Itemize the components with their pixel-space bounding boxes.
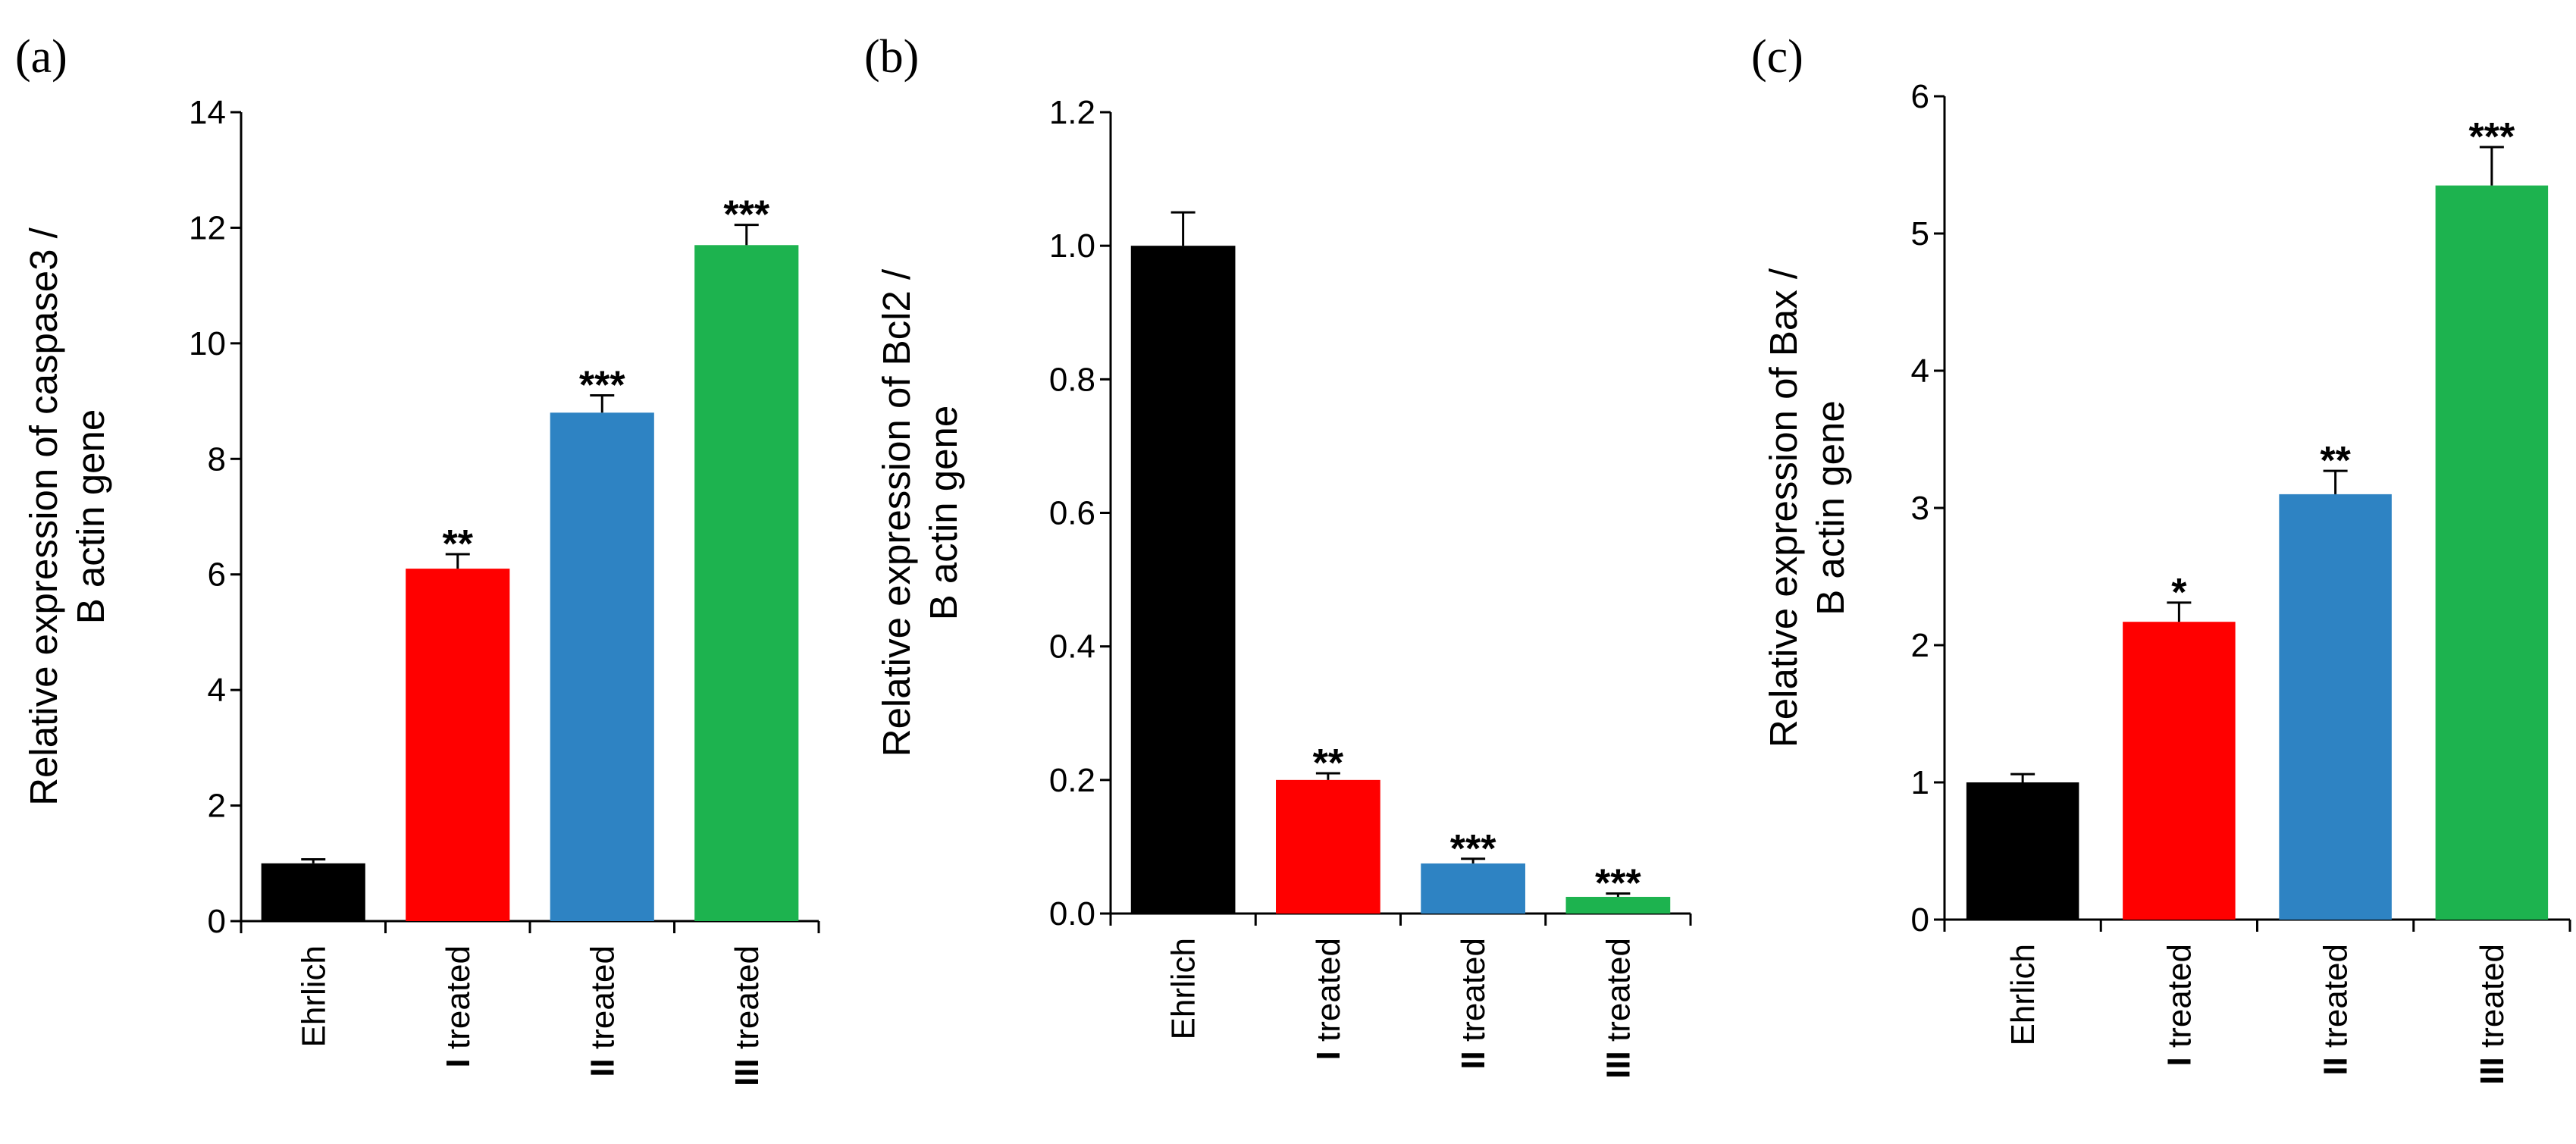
category-label: III treated xyxy=(2474,944,2511,1085)
category-label-text: treated xyxy=(1600,938,1637,1051)
category-label-text: treated xyxy=(1455,938,1492,1051)
category-label-roman: I xyxy=(440,1058,477,1067)
category-label: Ehrlich xyxy=(1165,938,1202,1040)
y-tick-label: 0.6 xyxy=(1049,495,1095,532)
chart-panel-1: (a) Relative expression of caspase3 /B ac… xyxy=(15,31,820,1086)
bar xyxy=(261,863,365,921)
category-label: II treated xyxy=(2317,944,2355,1076)
category-label: II treated xyxy=(584,945,621,1077)
category-label: Ehrlich xyxy=(295,945,332,1048)
category-label-roman: I xyxy=(1310,1051,1347,1060)
y-tick-label: 0.8 xyxy=(1049,361,1095,398)
bar xyxy=(2279,494,2392,920)
y-tick-label: 1.2 xyxy=(1049,94,1095,131)
category-label-roman: II xyxy=(584,1058,621,1077)
y-axis-title-line-2: B actin gene xyxy=(69,409,112,625)
y-tick-label: 4 xyxy=(1911,353,1929,390)
y-axis-title-line-1: Relative expression of Bcl2 / xyxy=(875,268,918,757)
category-label-text: treated xyxy=(2474,944,2511,1057)
category-label-roman: III xyxy=(2474,1057,2511,1085)
bar xyxy=(2435,185,2549,920)
y-tick-label: 2 xyxy=(208,788,226,825)
category-label: I treated xyxy=(440,945,477,1067)
category-label-text: treated xyxy=(1310,938,1347,1051)
y-tick-label: 6 xyxy=(1911,78,1929,115)
y-tick-label: 3 xyxy=(1911,490,1929,527)
y-tick-label: 0 xyxy=(1911,901,1929,939)
category-label-text: treated xyxy=(440,945,477,1058)
y-tick-label: 12 xyxy=(189,209,226,246)
significance-label: ** xyxy=(2320,439,2351,483)
bar xyxy=(406,569,510,921)
significance-label: ** xyxy=(1313,741,1344,785)
significance-label: *** xyxy=(1450,827,1496,871)
category-label: II treated xyxy=(1455,938,1492,1070)
significance-label: *** xyxy=(2469,115,2515,159)
chart-panel-3: (c) Relative expression of Bax / B actin g… xyxy=(1751,31,2571,1085)
category-label-text: Ehrlich xyxy=(295,945,332,1048)
y-tick-label: 1.0 xyxy=(1049,227,1095,265)
bar xyxy=(1565,896,1671,914)
y-axis-title-line-2: B actin gene xyxy=(922,406,965,621)
significance-label: *** xyxy=(1595,862,1641,906)
category-label: I treated xyxy=(2161,944,2198,1066)
y-tick-label: 0.4 xyxy=(1049,628,1095,666)
y-tick-label: 0 xyxy=(208,903,226,940)
category-label-text: Ehrlich xyxy=(1165,938,1202,1040)
category-label-roman: I xyxy=(2161,1057,2198,1066)
significance-label: *** xyxy=(579,363,625,407)
panel-label: (a) xyxy=(15,31,67,83)
y-tick-label: 6 xyxy=(208,556,226,594)
y-axis-title-line-2: B actin gene xyxy=(1809,400,1852,616)
y-tick-label: 2 xyxy=(1911,627,1929,664)
category-label: III treated xyxy=(729,945,766,1086)
category-label-text: treated xyxy=(584,945,621,1058)
bar xyxy=(1966,782,2079,920)
significance-label: ** xyxy=(443,522,474,566)
bar xyxy=(550,412,654,921)
panel-label: (b) xyxy=(864,31,919,83)
category-label: III treated xyxy=(1600,938,1637,1079)
significance-label: *** xyxy=(723,193,769,237)
bar xyxy=(1421,863,1525,914)
y-axis-title-line-1: Relative expression of caspase3 / xyxy=(22,227,65,805)
panel-label: (c) xyxy=(1751,31,1804,83)
bar xyxy=(694,245,799,921)
category-label-roman: II xyxy=(2317,1057,2355,1075)
y-tick-label: 0.0 xyxy=(1049,895,1095,932)
y-tick-label: 14 xyxy=(189,94,226,131)
bar xyxy=(1276,779,1380,914)
category-label-text: treated xyxy=(729,945,766,1058)
bar xyxy=(1130,246,1236,914)
y-tick-label: 8 xyxy=(208,440,226,478)
bar xyxy=(2123,622,2236,920)
y-tick-label: 5 xyxy=(1911,215,1929,252)
category-label-roman: III xyxy=(1600,1051,1637,1079)
y-tick-label: 4 xyxy=(208,672,226,709)
category-label-roman: III xyxy=(729,1058,766,1086)
chart-panel-2: (b) Relative expression of Bcl2 /B actin … xyxy=(864,31,1692,1079)
category-label-text: Ehrlich xyxy=(2004,944,2042,1046)
category-label-roman: II xyxy=(1455,1051,1492,1069)
y-axis-title-line-1: Relative expression of Bax / xyxy=(1762,268,1805,748)
category-label: Ehrlich xyxy=(2004,944,2042,1046)
y-tick-label: 10 xyxy=(189,325,226,362)
category-label: I treated xyxy=(1310,938,1347,1060)
category-label-text: treated xyxy=(2161,944,2198,1057)
y-tick-label: 0.2 xyxy=(1049,762,1095,799)
y-tick-label: 1 xyxy=(1911,764,1929,801)
significance-label: * xyxy=(2171,571,2187,615)
category-label-text: treated xyxy=(2317,944,2355,1057)
